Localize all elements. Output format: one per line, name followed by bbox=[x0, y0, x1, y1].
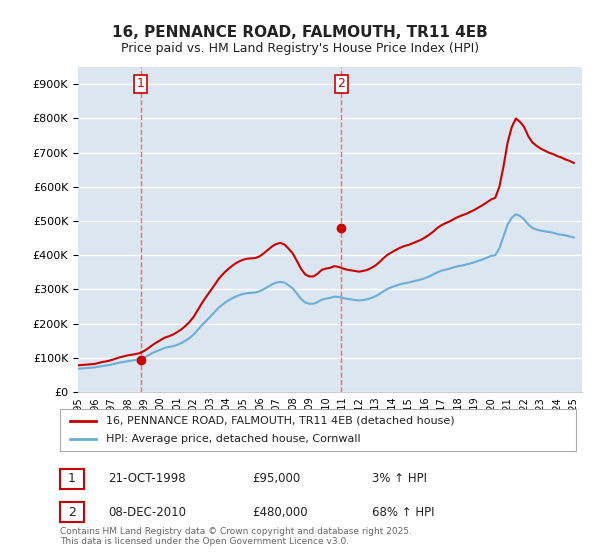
Text: 16, PENNANCE ROAD, FALMOUTH, TR11 4EB (detached house): 16, PENNANCE ROAD, FALMOUTH, TR11 4EB (d… bbox=[106, 416, 455, 426]
Text: £480,000: £480,000 bbox=[252, 506, 308, 519]
Text: 1: 1 bbox=[137, 77, 145, 91]
Text: 2: 2 bbox=[337, 77, 345, 91]
Text: 16, PENNANCE ROAD, FALMOUTH, TR11 4EB: 16, PENNANCE ROAD, FALMOUTH, TR11 4EB bbox=[112, 25, 488, 40]
Text: 68% ↑ HPI: 68% ↑ HPI bbox=[372, 506, 434, 519]
Text: HPI: Average price, detached house, Cornwall: HPI: Average price, detached house, Corn… bbox=[106, 434, 361, 444]
Text: 1: 1 bbox=[68, 472, 76, 486]
Text: 21-OCT-1998: 21-OCT-1998 bbox=[108, 472, 185, 486]
Text: 3% ↑ HPI: 3% ↑ HPI bbox=[372, 472, 427, 486]
Text: 2: 2 bbox=[68, 506, 76, 519]
Text: Price paid vs. HM Land Registry's House Price Index (HPI): Price paid vs. HM Land Registry's House … bbox=[121, 42, 479, 55]
Text: £95,000: £95,000 bbox=[252, 472, 300, 486]
Text: Contains HM Land Registry data © Crown copyright and database right 2025.
This d: Contains HM Land Registry data © Crown c… bbox=[60, 526, 412, 546]
Text: 08-DEC-2010: 08-DEC-2010 bbox=[108, 506, 186, 519]
